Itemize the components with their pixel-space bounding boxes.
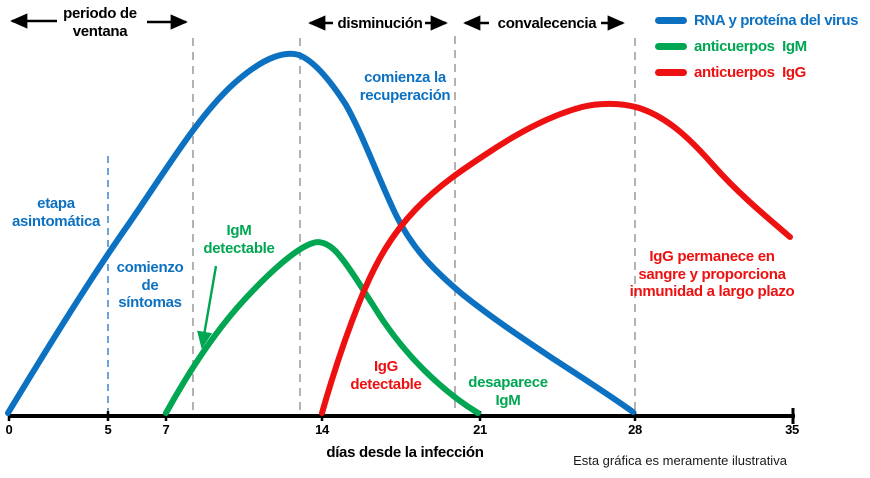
x-axis-title: días desde la infección	[326, 444, 484, 461]
x-tick-21: 21	[473, 422, 487, 437]
phase-arrows	[10, 13, 625, 31]
legend-label-igm: anticuerpos IgM	[694, 37, 807, 55]
annotation-igg-detectable: IgG detectable	[350, 358, 422, 393]
phase-label-window: periodo de ventana	[63, 5, 137, 40]
legend: RNA y proteína del virus anticuerpos IgM…	[655, 10, 858, 88]
annotation-recovery-begins: comienza la recuperación	[359, 69, 451, 104]
footnote: Esta gráfica es meramente ilustrativa	[573, 453, 787, 468]
annotation-symptom-onset: comienzo de síntomas	[116, 259, 184, 312]
legend-item-igg: anticuerpos IgG	[655, 62, 858, 82]
phase-label-decline: disminución	[337, 15, 423, 32]
annotation-asymptomatic: etapa asintomática	[11, 195, 101, 230]
x-tick-14: 14	[315, 422, 329, 437]
phase-label-convalescence: convalecencia	[497, 15, 597, 32]
igm-line-swatch-icon	[655, 42, 687, 50]
legend-item-igm: anticuerpos IgM	[655, 36, 858, 56]
annotation-igm-detectable: IgM detectable	[203, 222, 275, 257]
igg-line-swatch-icon	[655, 68, 687, 76]
x-tick-35: 35	[785, 422, 799, 437]
x-tick-5: 5	[104, 422, 112, 437]
igm-curve	[163, 239, 481, 416]
legend-label-rna: RNA y proteína del virus	[694, 11, 859, 29]
annotation-igg-persists: IgG permanece en sangre y proporciona in…	[629, 248, 795, 301]
igm-detectable-arrow	[197, 265, 218, 349]
rna-virus-curve	[5, 50, 636, 416]
rna-line-swatch-icon	[655, 16, 687, 24]
legend-label-igg: anticuerpos IgG	[694, 63, 806, 81]
x-tick-28: 28	[628, 422, 642, 437]
x-tick-0: 0	[5, 422, 13, 437]
igg-curve	[319, 100, 793, 416]
x-tick-7: 7	[162, 422, 170, 437]
annotation-igm-disappears: desaparece IgM	[468, 374, 548, 409]
legend-item-rna: RNA y proteína del virus	[655, 10, 858, 30]
